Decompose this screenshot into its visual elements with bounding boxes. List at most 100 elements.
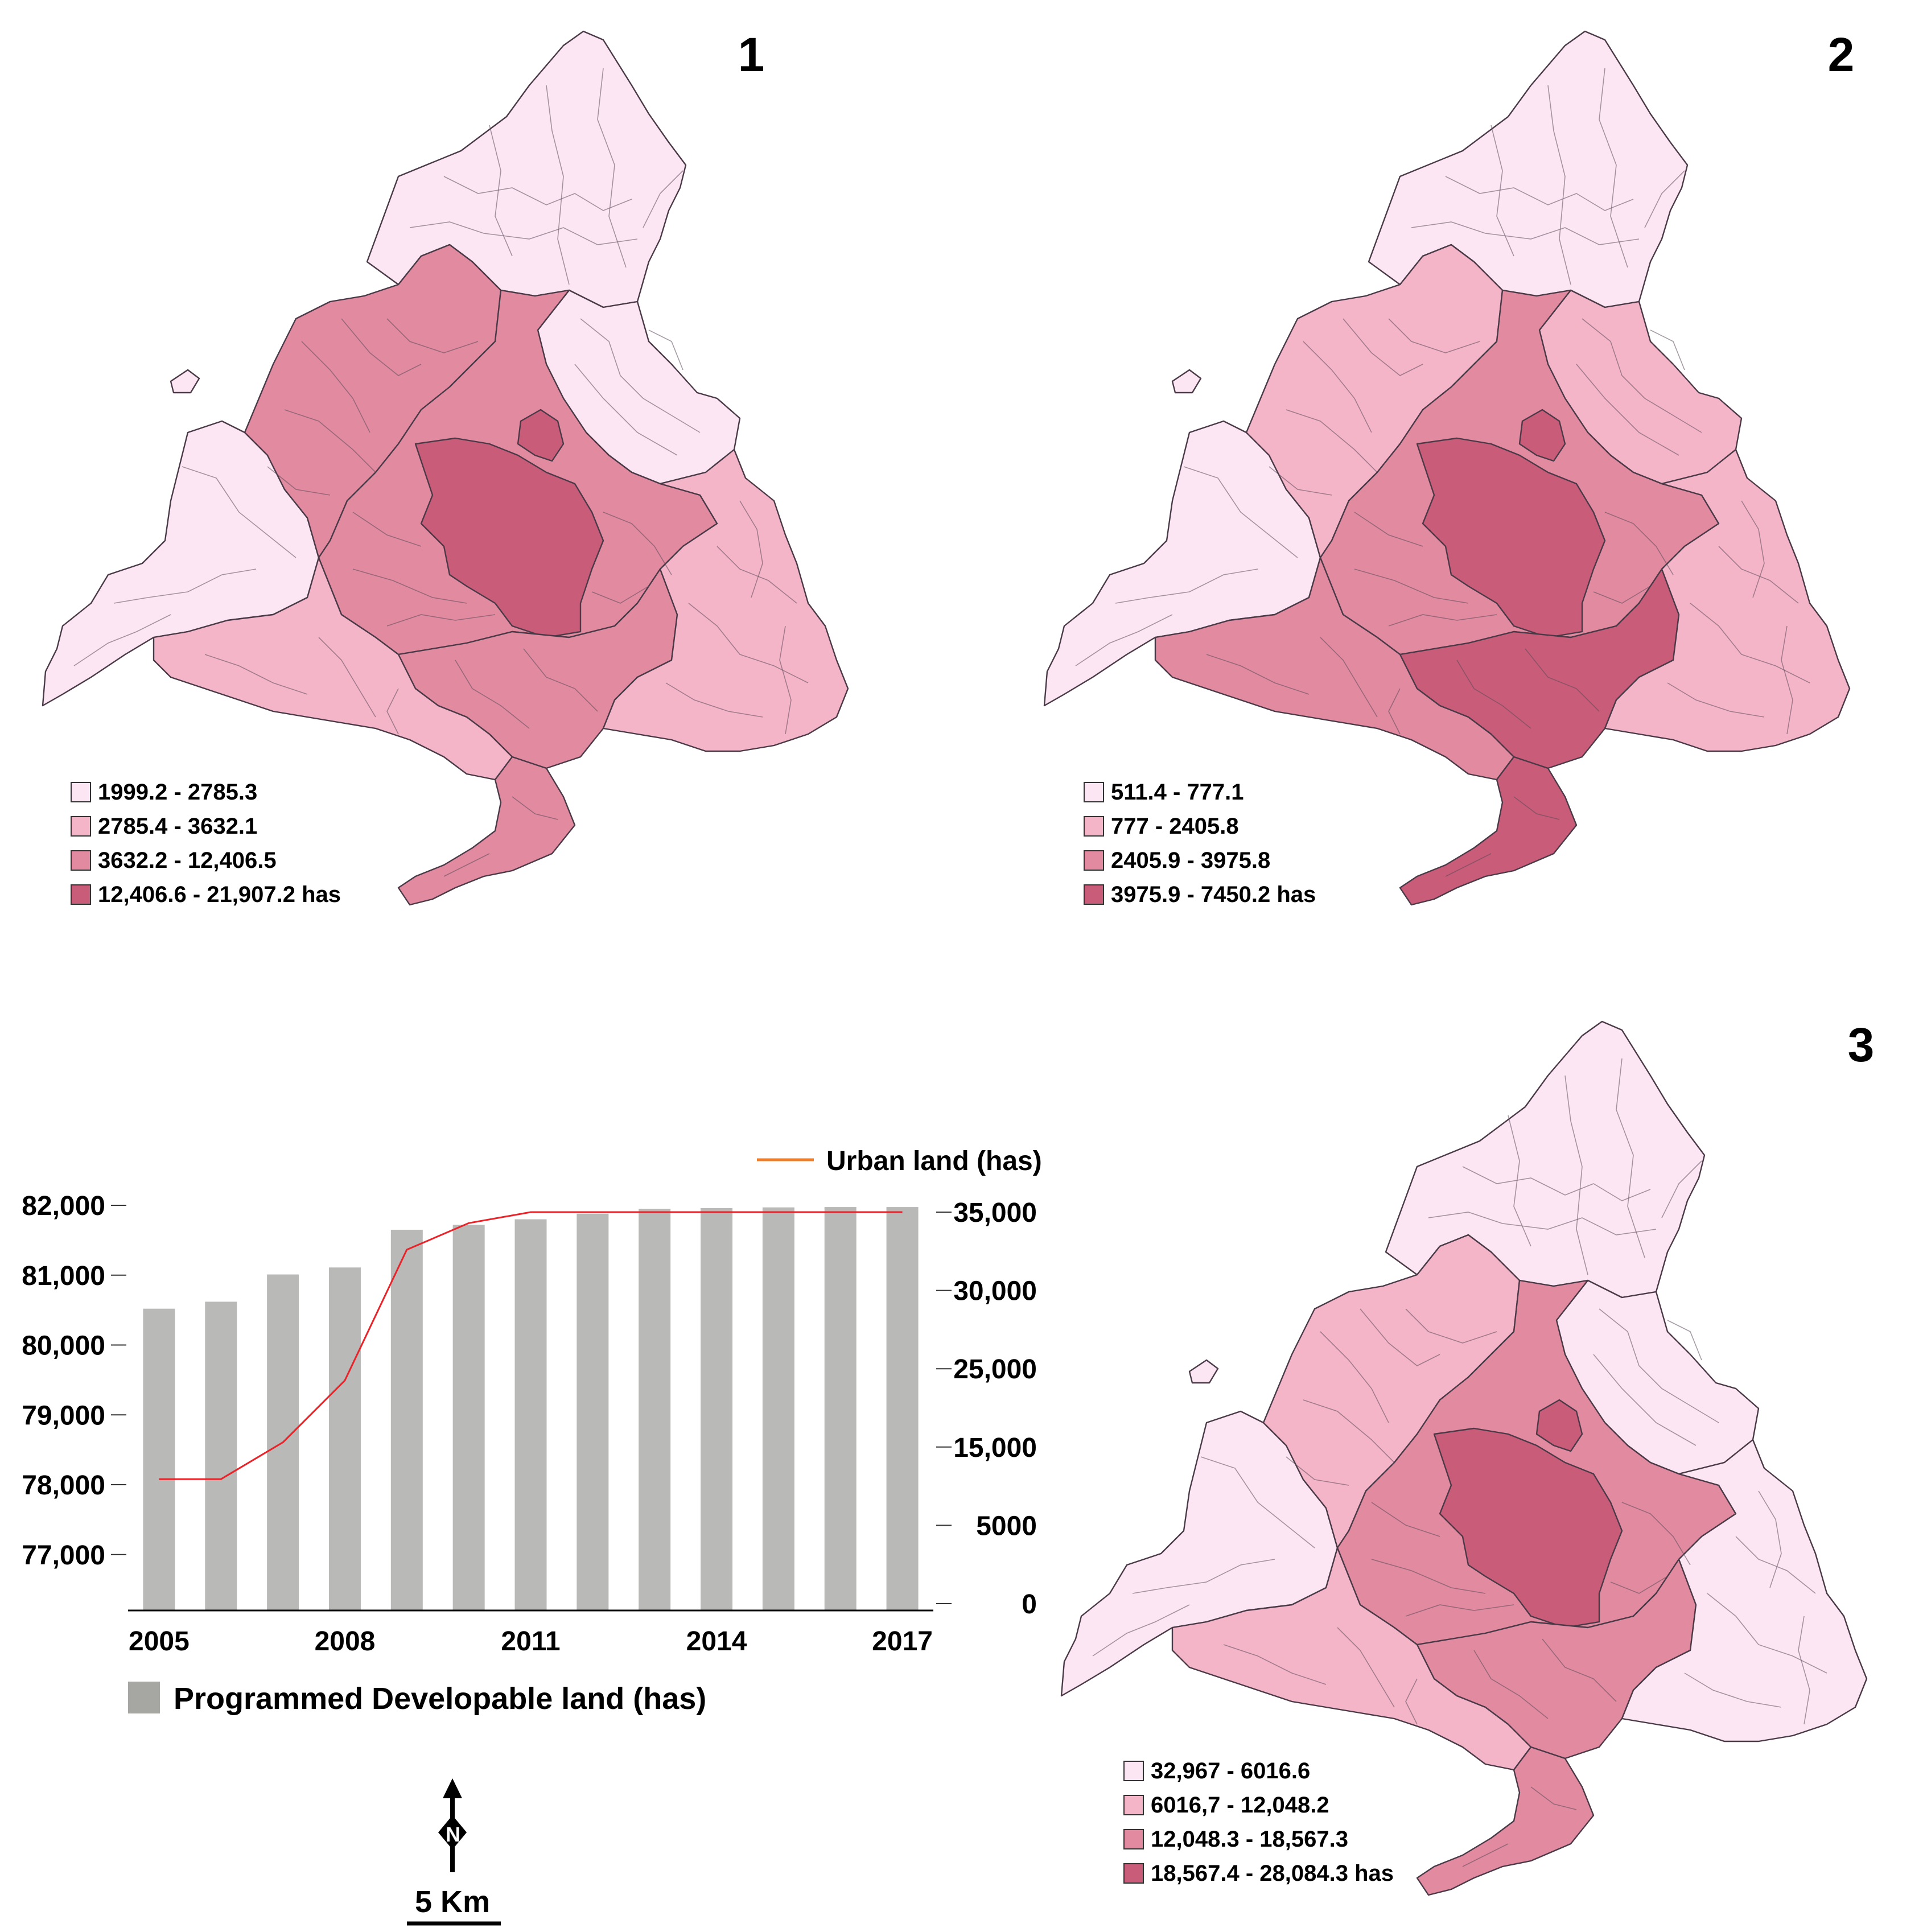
municipality-boundary (352, 512, 422, 547)
municipality-boundary (1513, 796, 1560, 820)
municipality-boundary (1388, 614, 1497, 627)
municipality-boundary (512, 796, 558, 820)
municipality-boundary (779, 625, 792, 735)
map-1-legend-swatch-4 (71, 884, 91, 905)
municipality-boundary (1621, 1502, 1691, 1566)
map-2-legend-swatch-3 (1084, 850, 1104, 871)
municipality-boundary (204, 654, 308, 695)
bar-2010 (452, 1225, 485, 1610)
map-3-legend-label-1: 32,967 - 6016.6 (1151, 1758, 1310, 1783)
municipality-boundary (1354, 512, 1423, 547)
municipality-boundary (352, 569, 467, 604)
municipality-boundary (1582, 318, 1702, 433)
municipality-boundary (1200, 1456, 1315, 1548)
municipality-boundary (1781, 625, 1793, 735)
municipality-boundary (1303, 341, 1372, 433)
bar-2014 (701, 1208, 733, 1610)
municipality-boundary (1388, 318, 1480, 353)
bar-2009 (390, 1229, 423, 1610)
municipality-boundary (1405, 1308, 1497, 1344)
municipality-boundary (1593, 1354, 1697, 1446)
municipality-boundary (1508, 1115, 1531, 1247)
x-axis-tick-label: 2014 (686, 1626, 747, 1657)
municipality-boundary (1343, 318, 1423, 376)
municipality-boundary (574, 364, 678, 456)
right-axis: 35,000 30,000 25,000 15,000 5000 0 (936, 1198, 1037, 1620)
municipality-boundary (1599, 68, 1628, 268)
map-3-legend-swatch-4 (1123, 1863, 1144, 1884)
map-3-zone-southeast (1621, 1439, 1868, 1742)
municipality-boundary (1667, 1320, 1702, 1361)
municipality-boundary (1462, 1166, 1651, 1201)
north-arrow: N (438, 1778, 467, 1872)
right-axis-tick-label: 15,000 (953, 1433, 1037, 1463)
left-axis: 82,000 81,000 80,000 79,000 78,000 77,000 (22, 1191, 126, 1571)
map-3: 3 32,967 - 6016.6 6016,7 - 12,048.2 12,0… (1060, 1018, 1875, 1896)
bar-2005 (143, 1308, 175, 1610)
municipality-boundary (1576, 364, 1679, 456)
north-arrow-head-icon (443, 1778, 462, 1798)
municipality-boundary (1758, 1490, 1782, 1588)
map-1-number: 1 (738, 28, 765, 81)
municipality-boundary (1371, 1502, 1440, 1537)
municipality-boundary (665, 682, 763, 718)
municipality-boundary (1269, 466, 1332, 496)
urban-land-line (159, 1211, 903, 1480)
municipality-boundary (455, 660, 530, 729)
municipality-boundary (1542, 1638, 1617, 1702)
municipality-boundary (318, 637, 376, 718)
map-2-legend-label-4: 3975.9 - 7450.2 has (1111, 882, 1316, 907)
municipality-boundary (1405, 1678, 1418, 1725)
municipality-boundary (1183, 466, 1298, 558)
municipality-boundary (1388, 688, 1401, 735)
bar-2017 (886, 1207, 919, 1610)
chart: Urban land (has) 82,000 81,000 80,000 79,00… (22, 1146, 1042, 1716)
map-2-legend-label-3: 2405.9 - 3975.8 (1111, 848, 1270, 873)
north-arrow-diamond-icon (438, 1815, 467, 1849)
municipality-boundary (1690, 603, 1810, 683)
municipality-boundary (386, 614, 496, 627)
bar-2015 (762, 1207, 794, 1610)
scale-bar: 5 Km (407, 1885, 501, 1926)
bar-2011 (514, 1219, 547, 1610)
municipality-boundary (1411, 221, 1640, 245)
municipality-boundary (523, 648, 598, 712)
municipality-boundary (409, 221, 638, 245)
municipality-boundary (1604, 512, 1674, 575)
map-3-number: 3 (1848, 1018, 1875, 1072)
municipality-boundary (301, 341, 370, 433)
municipality-boundary (1610, 1576, 1668, 1594)
municipality-boundary (1599, 1308, 1719, 1423)
municipality-boundary (1360, 1308, 1440, 1366)
left-axis-tick-label: 82,000 (22, 1191, 105, 1221)
municipality-boundary (1115, 569, 1258, 604)
bar-2013 (639, 1209, 671, 1610)
municipality-boundary (1405, 1604, 1514, 1617)
bar-2006 (205, 1301, 237, 1610)
map-1-legend-label-4: 12,406.6 - 21,907.2 has (98, 882, 341, 907)
municipality-boundary (1593, 586, 1651, 604)
x-axis: 2005 2008 2011 2014 2017 (129, 1626, 933, 1657)
left-axis-tick-label: 80,000 (22, 1331, 105, 1361)
left-axis-tick-label: 77,000 (22, 1540, 105, 1571)
municipality-boundary (489, 125, 513, 257)
programmed-legend-label: Programmed Developable land (has) (174, 1682, 706, 1716)
left-axis-tick-label: 79,000 (22, 1400, 105, 1431)
map-2-zone-southeast (1604, 448, 1851, 752)
map-3-zone-west (1188, 1359, 1219, 1384)
municipality-boundary (643, 170, 683, 228)
map-2: 2 511.4 - 777.1 777 - 2405.8 2405.9 - 39… (1043, 28, 1854, 907)
municipality-boundary (597, 68, 627, 268)
map-2-zone-west (1171, 369, 1202, 394)
map-3-legend-swatch-2 (1123, 1795, 1144, 1815)
map-1-legend-swatch-1 (71, 782, 91, 802)
map-2-legend-label-1: 511.4 - 777.1 (1111, 780, 1244, 805)
bar-2012 (577, 1213, 609, 1610)
municipality-boundary (1223, 1644, 1327, 1685)
map-3-legend-swatch-1 (1123, 1761, 1144, 1781)
municipality-boundary (1490, 125, 1514, 257)
municipality-boundary (182, 466, 297, 558)
x-axis-tick-label: 2011 (501, 1626, 560, 1657)
municipality-boundary (717, 546, 797, 604)
municipality-boundary (1092, 1604, 1190, 1657)
